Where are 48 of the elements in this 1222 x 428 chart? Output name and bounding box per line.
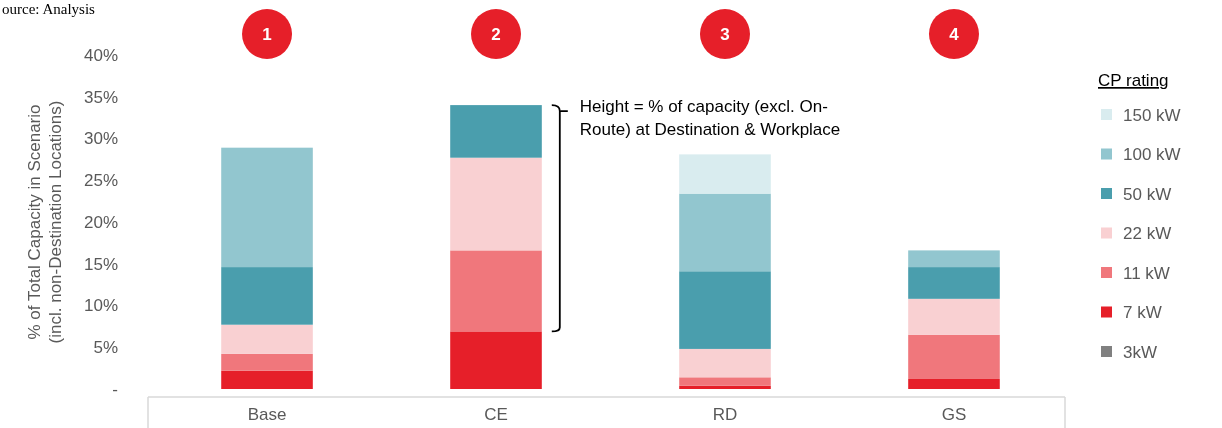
- bar: [679, 377, 771, 386]
- bar: [679, 385, 771, 389]
- bar: [221, 147, 313, 268]
- x-tick-label: Base: [247, 405, 287, 424]
- y-tick-label: 10%: [83, 296, 118, 316]
- bar: [221, 353, 313, 371]
- bar: [221, 267, 313, 325]
- y-tick-label: 5%: [93, 338, 118, 358]
- number-badge: 1: [242, 9, 292, 59]
- bar: [679, 271, 771, 349]
- y-axis-title: % of Total Capacity in Scenario (incl. non-Destination Locations): [25, 100, 65, 344]
- legend-label: 150 kW: [1123, 105, 1181, 125]
- y-tick-label: 40%: [83, 45, 118, 65]
- y-tick-label: 25%: [83, 171, 118, 191]
- bar: [908, 250, 1000, 268]
- bar: [221, 370, 313, 389]
- y-tick-label: -: [112, 379, 118, 399]
- x-tick-label: RD: [712, 405, 738, 424]
- annotation: Height = % of capacity (excl. On- Route) at Destination & Workplace: [579, 97, 841, 140]
- bar: [450, 105, 542, 158]
- bar: [908, 334, 1000, 379]
- x-tick-label: CE: [484, 405, 508, 424]
- legend-label: 3kW: [1123, 342, 1157, 362]
- bar: [908, 378, 1000, 389]
- bar: [450, 250, 542, 332]
- legend-label: 7 kW: [1123, 303, 1162, 323]
- legend-title: CP rating: [1098, 71, 1169, 90]
- number-badge: 4: [929, 9, 979, 59]
- number-badge: 3: [700, 9, 750, 59]
- number-badge: 2: [471, 9, 521, 59]
- bar: [221, 324, 313, 354]
- y-tick-label: 35%: [83, 87, 118, 107]
- y-tick-label: 20%: [83, 212, 118, 232]
- text: ource: Analysis: [2, 1, 96, 17]
- y-tick-label: 15%: [83, 254, 118, 274]
- bar: [908, 267, 1000, 299]
- legend-label: 22 kW: [1123, 224, 1172, 244]
- bar: [679, 193, 771, 272]
- x-tick-label: GS: [941, 405, 967, 424]
- legend-label: 50 kW: [1123, 184, 1172, 204]
- bar: [908, 298, 1000, 335]
- legend-label: 100 kW: [1123, 145, 1181, 165]
- bar: [679, 154, 771, 194]
- bar: [450, 331, 542, 389]
- legend-label: 11 kW: [1123, 263, 1170, 283]
- bar: [450, 157, 542, 251]
- bar: [679, 348, 771, 378]
- y-tick-label: 30%: [83, 129, 118, 149]
